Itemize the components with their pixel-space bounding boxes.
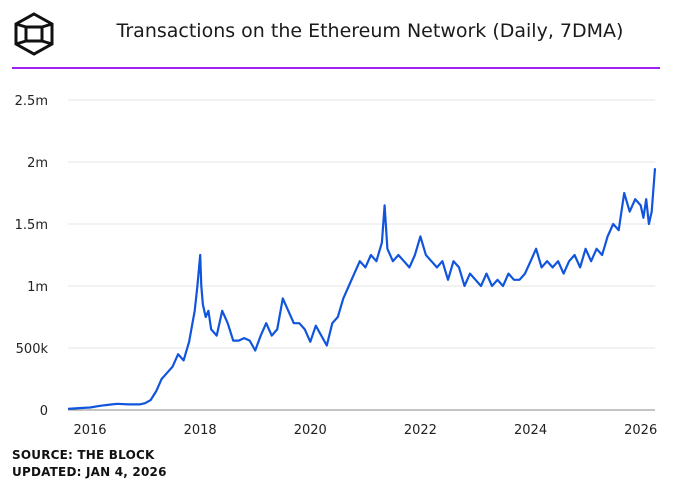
updated-label: UPDATED: JAN 4, 2026 — [12, 465, 167, 479]
chart-area: 0 500k 1m 1.5m 2m 2.5m 2016 2018 2020 2022 2024 202… — [15, 94, 658, 438]
y-tick-label: 500k — [16, 342, 49, 357]
title-divider — [12, 67, 660, 69]
y-tick-label: 1m — [27, 280, 48, 295]
x-tick-label: 2026 — [624, 423, 657, 438]
series-line — [67, 168, 657, 410]
chart-title: Transactions on the Ethereum Network (Da… — [116, 20, 624, 42]
x-tick-label: 2022 — [404, 423, 437, 438]
y-tick-label: 0 — [40, 404, 48, 419]
x-tick-label: 2024 — [514, 423, 547, 438]
the-block-logo-icon — [14, 12, 54, 56]
source-label: SOURCE: THE BLOCK — [12, 448, 155, 462]
x-tick-label: 2020 — [294, 423, 327, 438]
x-tick-label: 2016 — [73, 423, 106, 438]
x-tick-label: 2018 — [184, 423, 217, 438]
y-tick-label: 2.5m — [15, 94, 48, 109]
y-tick-label: 1.5m — [15, 218, 48, 233]
y-tick-label: 2m — [27, 156, 48, 171]
